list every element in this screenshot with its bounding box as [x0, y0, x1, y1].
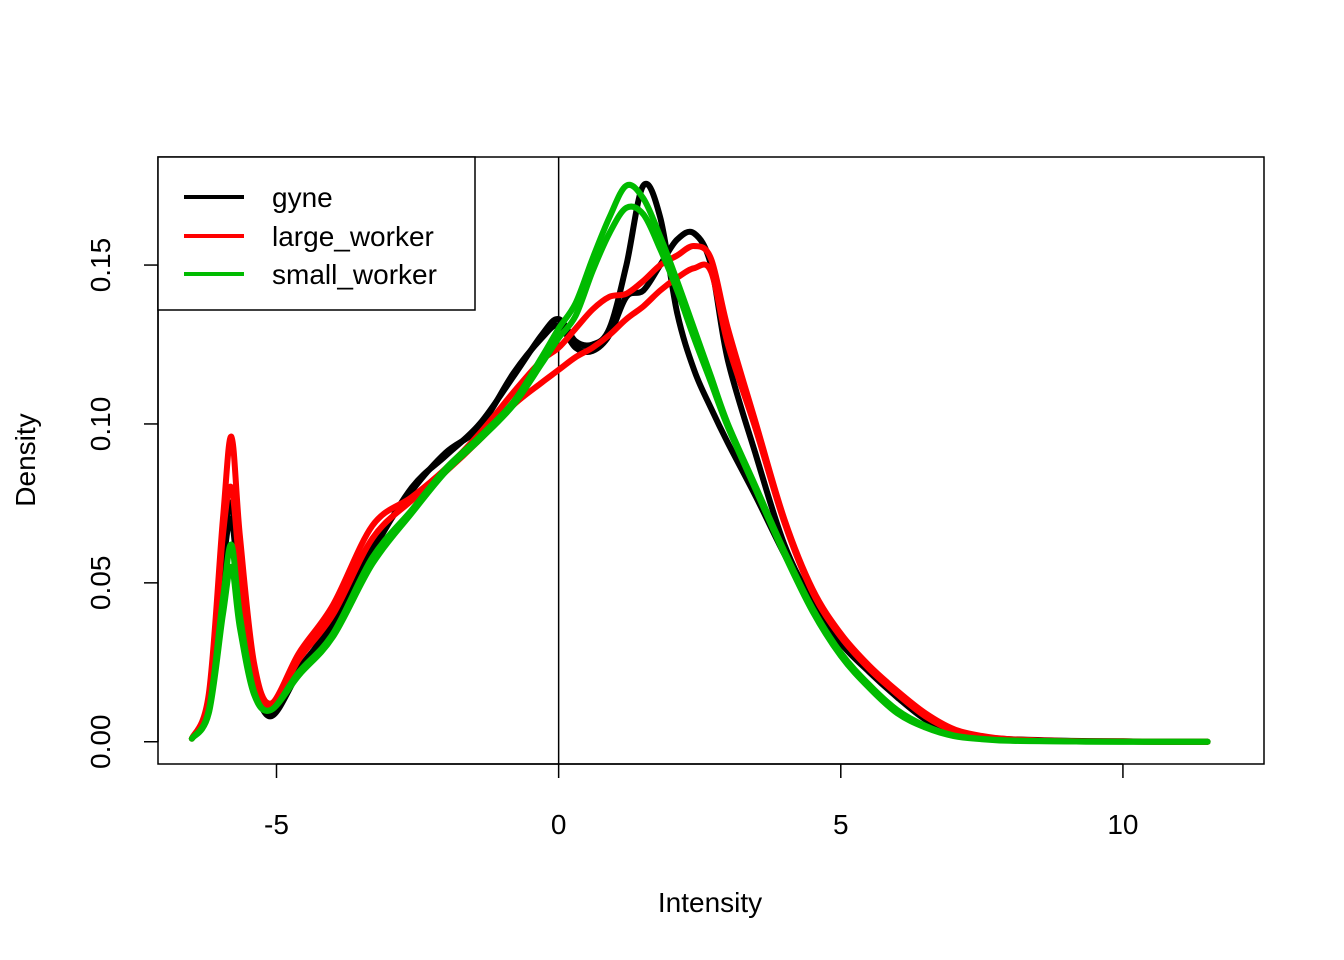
y-axis: 0.00 0.05 0.10 0.15: [85, 238, 159, 770]
legend-label-large-worker: large_worker: [272, 221, 434, 252]
series-line-large-worker-2: [188, 243, 1211, 745]
series-line-small-worker-5: [188, 203, 1211, 745]
x-tick-label: 0: [551, 809, 567, 840]
legend-box: [157, 156, 476, 311]
legend-label-gyne: gyne: [272, 182, 333, 213]
x-tick-label: -5: [264, 809, 289, 840]
y-tick-label: 0.00: [85, 715, 116, 770]
x-axis-title: Intensity: [658, 887, 762, 918]
x-tick-label: 5: [833, 809, 849, 840]
y-tick-label: 0.10: [85, 397, 116, 452]
x-axis: -5 0 5 10: [264, 763, 1139, 840]
y-axis-title: Density: [10, 413, 41, 506]
y-tick-label: 0.05: [85, 556, 116, 611]
legend: gyne large_worker small_worker: [157, 156, 476, 311]
legend-label-small-worker: small_worker: [272, 259, 437, 290]
y-tick-label: 0.15: [85, 238, 116, 293]
x-tick-label: 10: [1107, 809, 1138, 840]
series-line-large-worker-3: [188, 261, 1211, 745]
series-layer: [188, 180, 1211, 745]
